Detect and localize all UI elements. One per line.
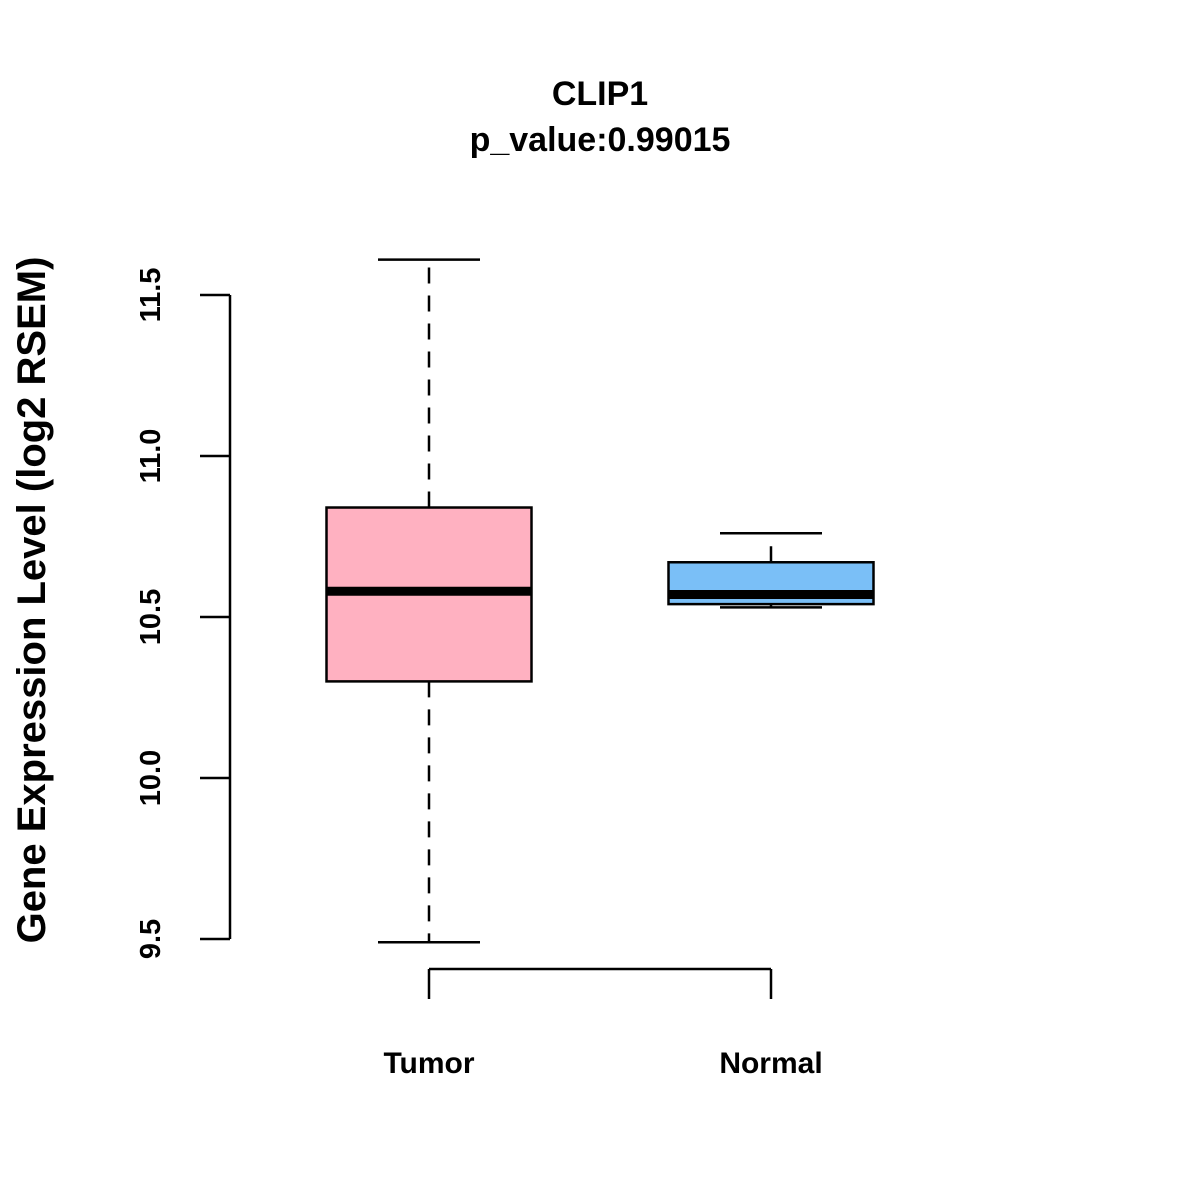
- x-tick-label-tumor: Tumor: [383, 1047, 474, 1080]
- x-tick-label-normal: Normal: [719, 1047, 822, 1080]
- box-tumor: [325, 258, 533, 944]
- chart-subtitle: p_value:0.99015: [470, 121, 731, 159]
- y-axis: 9.5 10.0 10.5 11.0 11.5: [135, 268, 232, 959]
- x-axis: Tumor Normal: [383, 967, 823, 1080]
- y-axis-label: Gene Expression Level (log2 RSEM): [10, 257, 54, 944]
- chart-title: CLIP1: [552, 75, 648, 113]
- y-tick-label: 10.5: [135, 589, 167, 645]
- y-tick-label: 10.0: [135, 750, 167, 806]
- box-normal: [667, 532, 875, 609]
- y-tick-label: 9.5: [135, 919, 167, 959]
- boxes-group: [325, 258, 875, 944]
- y-tick-label: 11.0: [135, 429, 167, 484]
- y-tick-label: 11.5: [135, 268, 167, 323]
